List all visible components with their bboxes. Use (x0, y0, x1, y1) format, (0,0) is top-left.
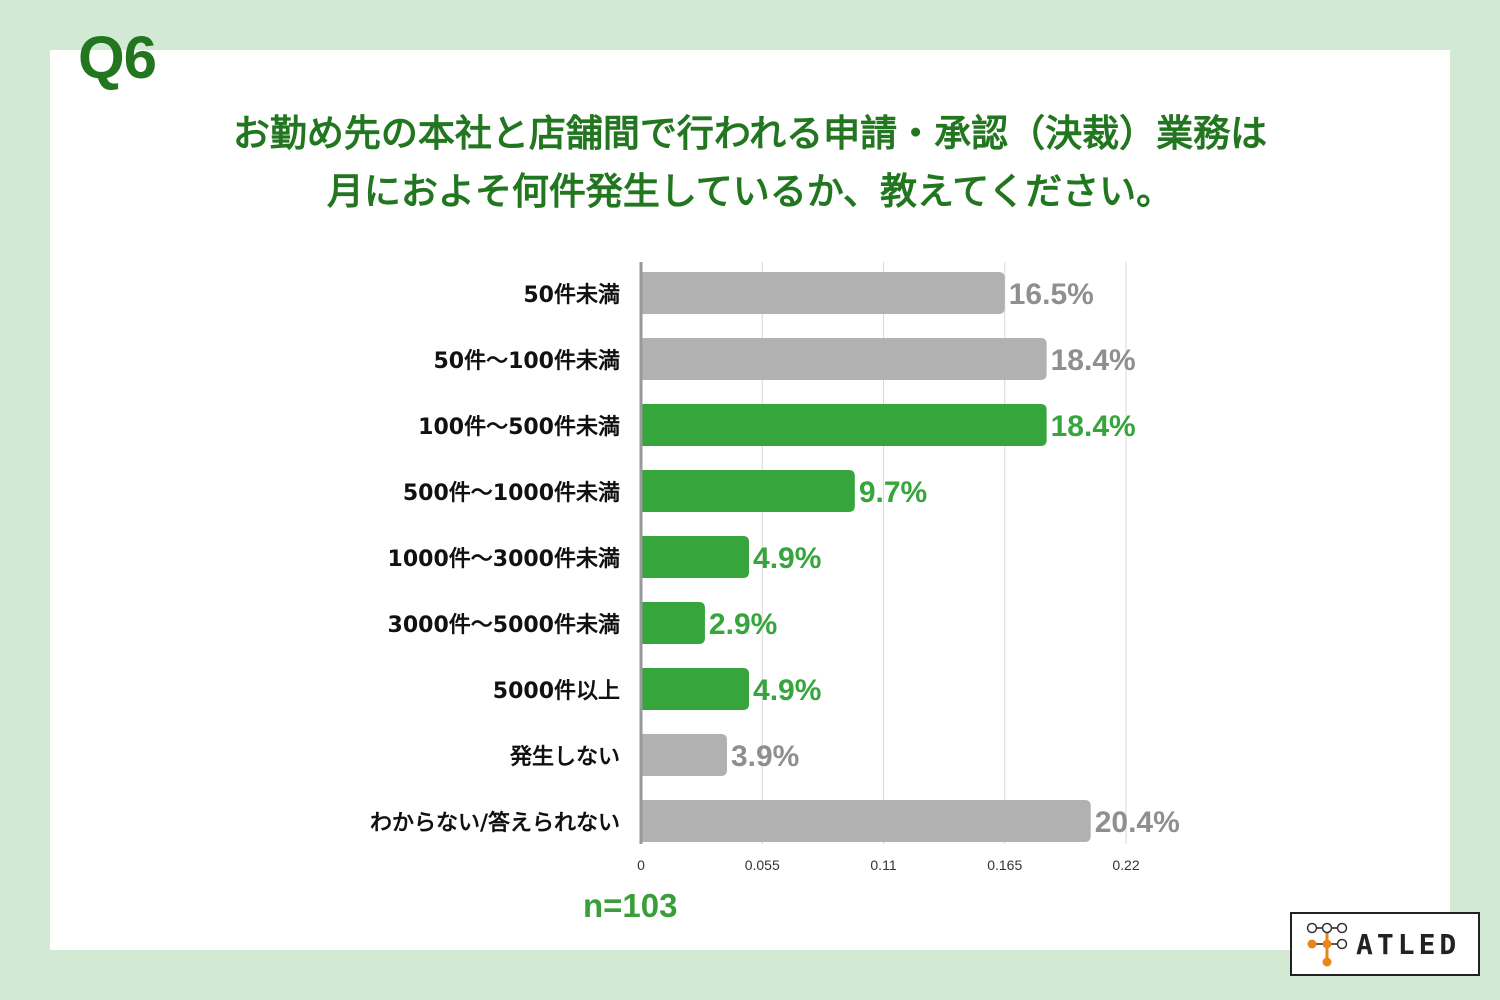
value-label: 9.7% (859, 476, 927, 509)
category-label: 3000件〜5000件未満 (388, 612, 620, 638)
category-label: 500件〜1000件未満 (403, 480, 620, 506)
x-tick-label: 0.165 (987, 857, 1022, 873)
value-label: 18.4% (1051, 410, 1136, 443)
x-tick-label: 0 (637, 857, 645, 873)
bar (641, 338, 1047, 380)
category-label: 100件〜500件未満 (418, 414, 620, 440)
atled-node-icon (1306, 922, 1348, 967)
x-tick-label: 0.22 (1112, 857, 1139, 873)
x-tick-label: 0.11 (870, 857, 896, 873)
bar (641, 800, 1091, 842)
bar (641, 668, 750, 710)
sample-size-label: n=103 (583, 887, 678, 924)
question-number: Q6 (78, 24, 157, 91)
category-label: わからない/答えられない (370, 810, 620, 836)
atled-logo: ATLED (1290, 912, 1480, 976)
title-line-2: 月におよそ何件発生しているか、教えてください。 (326, 170, 1174, 213)
category-label: 発生しない (509, 745, 620, 770)
x-tick-label: 0.055 (745, 857, 780, 873)
value-label: 4.9% (753, 542, 821, 575)
atled-logo-text: ATLED (1356, 928, 1461, 961)
bar (641, 272, 1005, 314)
value-label: 20.4% (1095, 806, 1180, 839)
bar (641, 470, 855, 512)
question-title: お勤め先の本社と店舗間で行われる申請・承認（決裁）業務は 月におよそ何件発生して… (50, 105, 1450, 221)
category-label: 1000件〜3000件未満 (388, 546, 620, 572)
value-label: 16.5% (1009, 278, 1094, 311)
category-label: 50件未満 (523, 282, 620, 308)
value-label: 3.9% (731, 740, 799, 773)
bar (641, 734, 727, 776)
bar (641, 404, 1047, 446)
category-label: 50件〜100件未満 (433, 348, 620, 374)
value-label: 18.4% (1051, 344, 1136, 377)
bar (641, 536, 750, 578)
value-label: 2.9% (709, 608, 777, 641)
bar (641, 602, 705, 644)
category-label: 5000件以上 (493, 679, 620, 704)
title-line-1: お勤め先の本社と店舗間で行われる申請・承認（決裁）業務は (232, 112, 1268, 155)
value-label: 4.9% (753, 674, 821, 707)
